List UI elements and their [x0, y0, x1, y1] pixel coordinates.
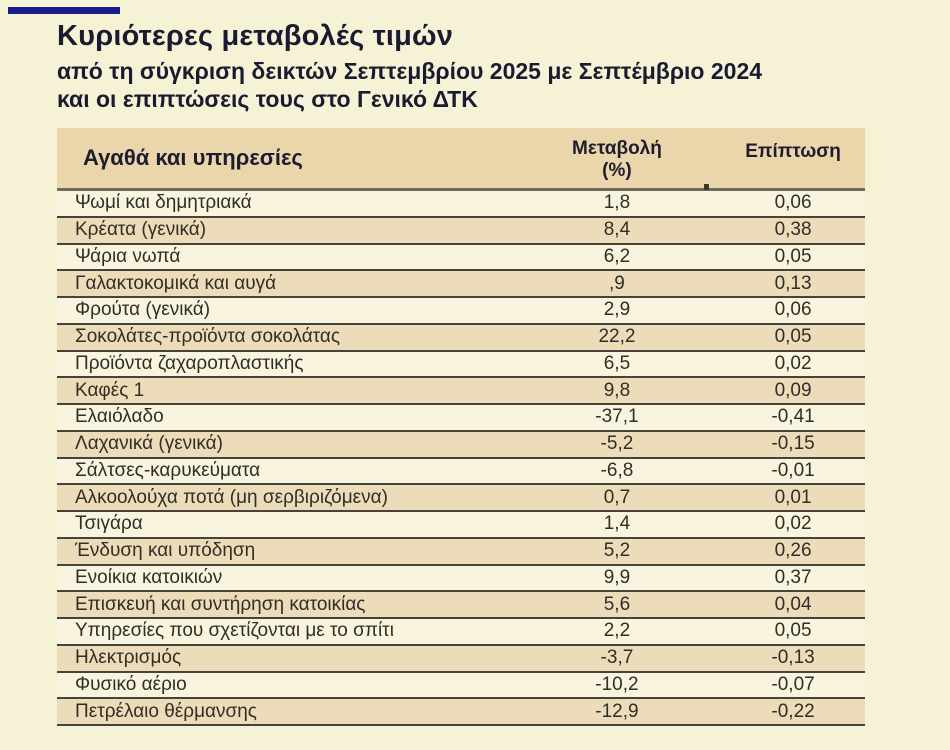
row-label: Καφές 1 [75, 379, 145, 401]
row-impact: -0,22 [771, 700, 815, 722]
row-change: -3,7 [600, 647, 634, 669]
row-impact: 0,05 [774, 326, 812, 348]
row-impact: 0,05 [774, 245, 812, 267]
row-label: Τσιγάρα [75, 513, 143, 535]
column-header-change: Μεταβολή (%) [513, 134, 721, 182]
row-label: Ψωμί και δημητριακά [75, 192, 252, 214]
table-row: Ψάρια νωπά 6,2 0,05 [57, 244, 865, 272]
row-impact: 0,02 [774, 513, 812, 535]
row-label: Φυσικό αέριο [75, 673, 187, 695]
row-label: Σοκολάτες-προϊόντα σοκολάτας [75, 326, 341, 348]
row-impact: -0,01 [771, 459, 815, 481]
row-label: Ένδυση και υπόδηση [75, 540, 256, 562]
row-change: -6,8 [600, 459, 634, 481]
row-label: Επισκευή και συντήρηση κατοικίας [75, 593, 366, 615]
row-impact: 0,09 [774, 379, 812, 401]
table-header-row: Αγαθά και υπηρεσίες Μεταβολή (%) Επίπτωσ… [57, 128, 865, 191]
table-row: Ηλεκτρισμός -3,7 -0,13 [57, 645, 865, 673]
row-change: 9,8 [603, 379, 631, 401]
page-title: Κυριότερες μεταβολές τιμών [57, 20, 454, 52]
row-impact: 0,01 [774, 486, 812, 508]
row-impact: -0,07 [771, 673, 815, 695]
page-subtitle: από τη σύγκριση δεικτών Σεπτεμβρίου 2025… [57, 57, 762, 113]
row-change: -5,2 [600, 433, 634, 455]
column-header-change-line2: (%) [602, 160, 632, 181]
price-changes-table: Αγαθά και υπηρεσίες Μεταβολή (%) Επίπτωσ… [57, 128, 865, 726]
row-change: 9,9 [603, 566, 631, 588]
row-impact: 0,02 [774, 352, 812, 374]
row-label: Κρέατα (γενικά) [75, 219, 207, 241]
table-row: Αλκοολούχα ποτά (μη σερβιριζόμενα) 0,7 0,0… [57, 485, 865, 512]
row-label: Λαχανικά (γενικά) [75, 433, 223, 455]
table-row: Φρούτα (γενικά) 2,9 0,06 [57, 298, 865, 325]
row-change: 1,4 [603, 513, 631, 535]
row-change: ,9 [609, 272, 625, 294]
table-row: Σοκολάτες-προϊόντα σοκολάτας 22,2 0,05 [57, 324, 865, 352]
table-row: Επισκευή και συντήρηση κατοικίας 5,6 0,04 [57, 592, 865, 619]
row-label: Προϊόντα ζαχαροπλαστικής [75, 352, 304, 374]
row-impact: -0,13 [771, 647, 815, 669]
subtitle-line-1: από τη σύγκριση δεικτών Σεπτεμβρίου 2025… [57, 58, 763, 84]
table-row: Υπηρεσίες που σχετίζονται με το σπίτι 2,2… [57, 619, 865, 646]
table-row: Φυσικό αέριο -10,2 -0,07 [57, 672, 865, 700]
row-change: 2,2 [603, 620, 631, 642]
table-row: Τσιγάρα 1,4 0,02 [57, 512, 865, 539]
table-row: Ενοίκια κατοικιών 9,9 0,37 [57, 565, 865, 593]
table-row: Ψωμί και δημητριακά 1,8 0,06 [57, 191, 865, 218]
row-label: Ψάρια νωπά [75, 245, 181, 267]
table-row: Προϊόντα ζαχαροπλαστικής 6,5 0,02 [57, 351, 865, 379]
table-row: Ένδυση και υπόδηση 5,2 0,26 [57, 538, 865, 566]
table-row: Κρέατα (γενικά) 8,4 0,38 [57, 217, 865, 245]
row-change: 2,9 [603, 299, 631, 321]
row-label: Φρούτα (γενικά) [75, 299, 211, 321]
row-impact: 0,04 [774, 593, 812, 615]
table-row: Πετρέλαιο θέρμανσης -12,9 -0,22 [57, 699, 865, 726]
column-header-impact: Επίπτωση [745, 141, 841, 162]
column-header-goods: Αγαθά και υπηρεσίες [83, 145, 303, 170]
row-impact: -0,41 [771, 406, 815, 428]
row-label: Ενοίκια κατοικιών [75, 566, 223, 588]
row-impact: 0,05 [774, 620, 812, 642]
row-change: 5,2 [603, 540, 631, 562]
row-label: Πετρέλαιο θέρμανσης [75, 700, 257, 722]
row-impact: 0,13 [774, 272, 812, 294]
row-label: Ηλεκτρισμός [75, 647, 182, 669]
row-impact: 0,26 [774, 540, 812, 562]
row-impact: 0,38 [774, 219, 812, 241]
table-row: Γαλακτοκομικά και αυγά ,9 0,13 [57, 271, 865, 298]
row-change: 1,8 [603, 192, 631, 214]
row-label: Γαλακτοκομικά και αυγά [75, 272, 277, 294]
row-change: 0,7 [603, 486, 631, 508]
row-impact: 0,37 [774, 566, 812, 588]
row-impact: 0,06 [774, 299, 812, 321]
row-change: 6,2 [603, 245, 631, 267]
accent-bar [8, 7, 120, 14]
row-impact: 0,06 [774, 192, 812, 214]
row-label: Σάλτσες-καρυκεύματα [75, 459, 261, 481]
row-change: -12,9 [595, 700, 639, 722]
row-change: -37,1 [595, 406, 639, 428]
row-change: 22,2 [598, 326, 636, 348]
table-row: Καφές 1 9,8 0,09 [57, 378, 865, 405]
row-label: Αλκοολούχα ποτά (μη σερβιριζόμενα) [75, 486, 388, 508]
row-label: Υπηρεσίες που σχετίζονται με το σπίτι [75, 620, 394, 642]
table-body: Ψωμί και δημητριακά 1,8 0,06 Κρέατα (γενικά… [57, 191, 865, 726]
column-header-change-line1: Μεταβολή [572, 138, 662, 159]
row-change: 8,4 [603, 219, 631, 241]
row-change: 5,6 [603, 593, 631, 615]
table-row: Ελαιόλαδο -37,1 -0,41 [57, 405, 865, 432]
footnote-tick [704, 184, 709, 190]
row-change: -10,2 [595, 673, 639, 695]
subtitle-line-2: και οι επιπτώσεις τους στο Γενικό ΔΤΚ [57, 86, 478, 112]
table-row: Σάλτσες-καρυκεύματα -6,8 -0,01 [57, 458, 865, 486]
table-row: Λαχανικά (γενικά) -5,2 -0,15 [57, 431, 865, 459]
row-label: Ελαιόλαδο [75, 406, 164, 428]
row-change: 6,5 [603, 352, 631, 374]
row-impact: -0,15 [771, 433, 815, 455]
